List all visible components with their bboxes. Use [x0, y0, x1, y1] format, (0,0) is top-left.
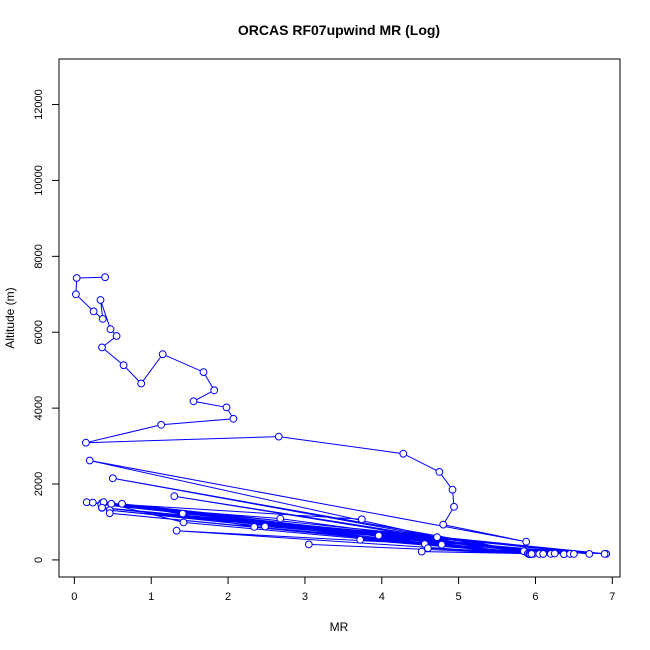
data-point [98, 343, 106, 352]
data-point [105, 509, 114, 518]
data-point [527, 550, 536, 558]
data-point [98, 503, 106, 512]
data-point [450, 502, 458, 511]
y-tick-label: 0 [33, 557, 45, 563]
x-tick-label: 3 [302, 591, 308, 603]
chart-title: ORCAS RF07upwind MR (Log) [238, 22, 440, 38]
data-point [210, 386, 219, 395]
data-point [189, 397, 198, 406]
data-point [172, 526, 181, 535]
data-point [261, 522, 269, 531]
data-point [222, 403, 231, 412]
data-point [539, 550, 548, 558]
data-point [82, 438, 90, 447]
y-tick-label: 12000 [33, 89, 45, 120]
data-point [424, 544, 432, 553]
data-point [170, 492, 179, 501]
y-tick-label: 10000 [33, 165, 45, 196]
data-point [304, 540, 313, 549]
data-point [88, 498, 97, 507]
data-point [250, 523, 259, 531]
data-point [118, 499, 126, 508]
data-point [229, 414, 238, 423]
data-point [137, 379, 146, 388]
plot-frame [58, 58, 621, 578]
data-point [276, 514, 285, 523]
data-point [274, 432, 283, 441]
data-point [448, 485, 457, 494]
data-point [199, 368, 208, 377]
data-point [522, 537, 531, 546]
y-axis-label: Altitude (m) [3, 287, 17, 348]
data-point [72, 290, 80, 299]
x-tick-label: 7 [609, 591, 615, 603]
series-layer [72, 273, 611, 559]
data-point [356, 535, 365, 544]
data-point [374, 531, 383, 540]
data-point [107, 499, 116, 508]
data-point [89, 307, 98, 316]
data-point [106, 325, 115, 334]
data-point [119, 361, 128, 370]
data-point [85, 456, 94, 465]
y-tick-label: 2000 [33, 472, 45, 496]
x-tick-label: 4 [379, 591, 385, 603]
data-point [108, 474, 117, 483]
y-tick-label: 4000 [33, 396, 45, 420]
series-line [75, 276, 607, 555]
y-tick-label: 6000 [33, 320, 45, 344]
data-point [417, 547, 426, 556]
data-point [98, 315, 107, 323]
data-point [437, 540, 446, 549]
x-tick-label: 1 [148, 591, 154, 603]
x-axis-label: MR [330, 620, 349, 634]
data-point [600, 550, 609, 558]
data-point [178, 509, 187, 518]
y-tick-label: 8000 [33, 244, 45, 268]
x-tick-label: 6 [532, 591, 538, 603]
x-tick-label: 5 [456, 591, 462, 603]
x-tick-label: 0 [71, 591, 77, 603]
data-point [570, 550, 578, 558]
y-axis: 0 2000 4000 6000 8000 10000 12000 [33, 89, 60, 563]
data-point [357, 515, 366, 524]
data-point [435, 468, 444, 476]
x-tick-label: 2 [225, 591, 231, 603]
data-point [157, 420, 166, 429]
data-point [179, 518, 188, 527]
data-point [550, 549, 559, 558]
data-point [399, 449, 408, 458]
data-point [101, 273, 109, 282]
data-point [112, 332, 121, 340]
data-point [433, 533, 442, 542]
data-point [158, 350, 167, 359]
data-point [72, 274, 81, 282]
data-point [585, 550, 594, 558]
data-point [439, 520, 448, 529]
data-point [96, 296, 105, 304]
x-axis: 0 1 2 3 4 5 6 7 [71, 576, 615, 603]
